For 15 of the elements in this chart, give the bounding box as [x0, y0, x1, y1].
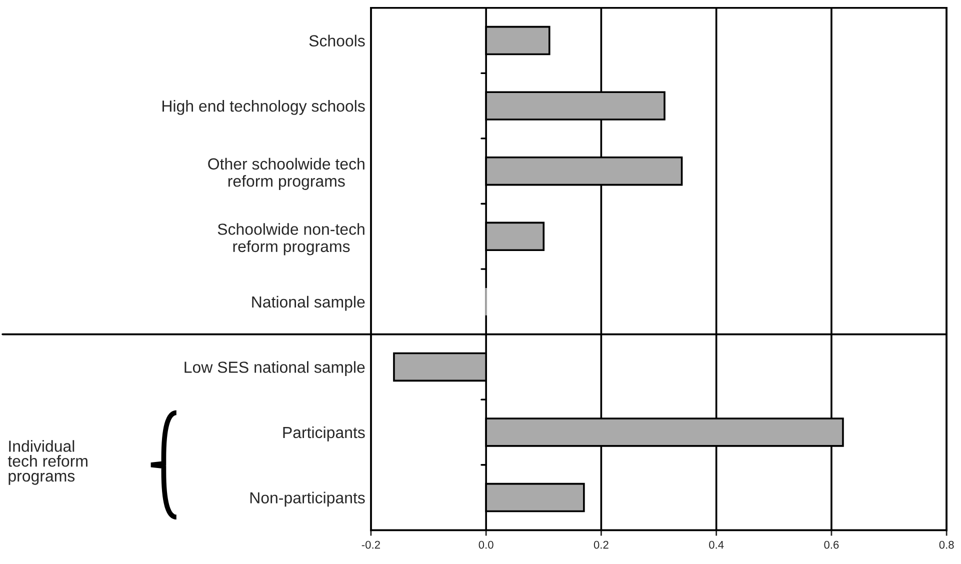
x-tick-label: 0.4	[709, 540, 724, 549]
y-tick-label: National sample	[252, 296, 365, 311]
y-tick-label: High end technology schools	[162, 100, 365, 115]
y-tick-label: Participants	[283, 426, 365, 442]
text: Individual tech reform programs	[8, 440, 88, 485]
y-tick-label: Schools	[309, 34, 365, 46]
x-tick-label: 0.0	[478, 540, 494, 549]
y-tick-label: Schoolwide non-tech reform programs	[218, 223, 364, 256]
x-tick-label: 0.2	[594, 540, 608, 549]
x-tick-label: 0.6	[824, 540, 839, 549]
y-tick-label: Other schoolwide tech reform programs	[208, 158, 364, 190]
x-tick-label: -0.2	[362, 540, 380, 549]
y-tick-label: Low SES national sample	[184, 361, 365, 376]
x-tick-label: 0.8	[939, 540, 954, 549]
y-tick-label: Non-participants	[250, 492, 365, 507]
